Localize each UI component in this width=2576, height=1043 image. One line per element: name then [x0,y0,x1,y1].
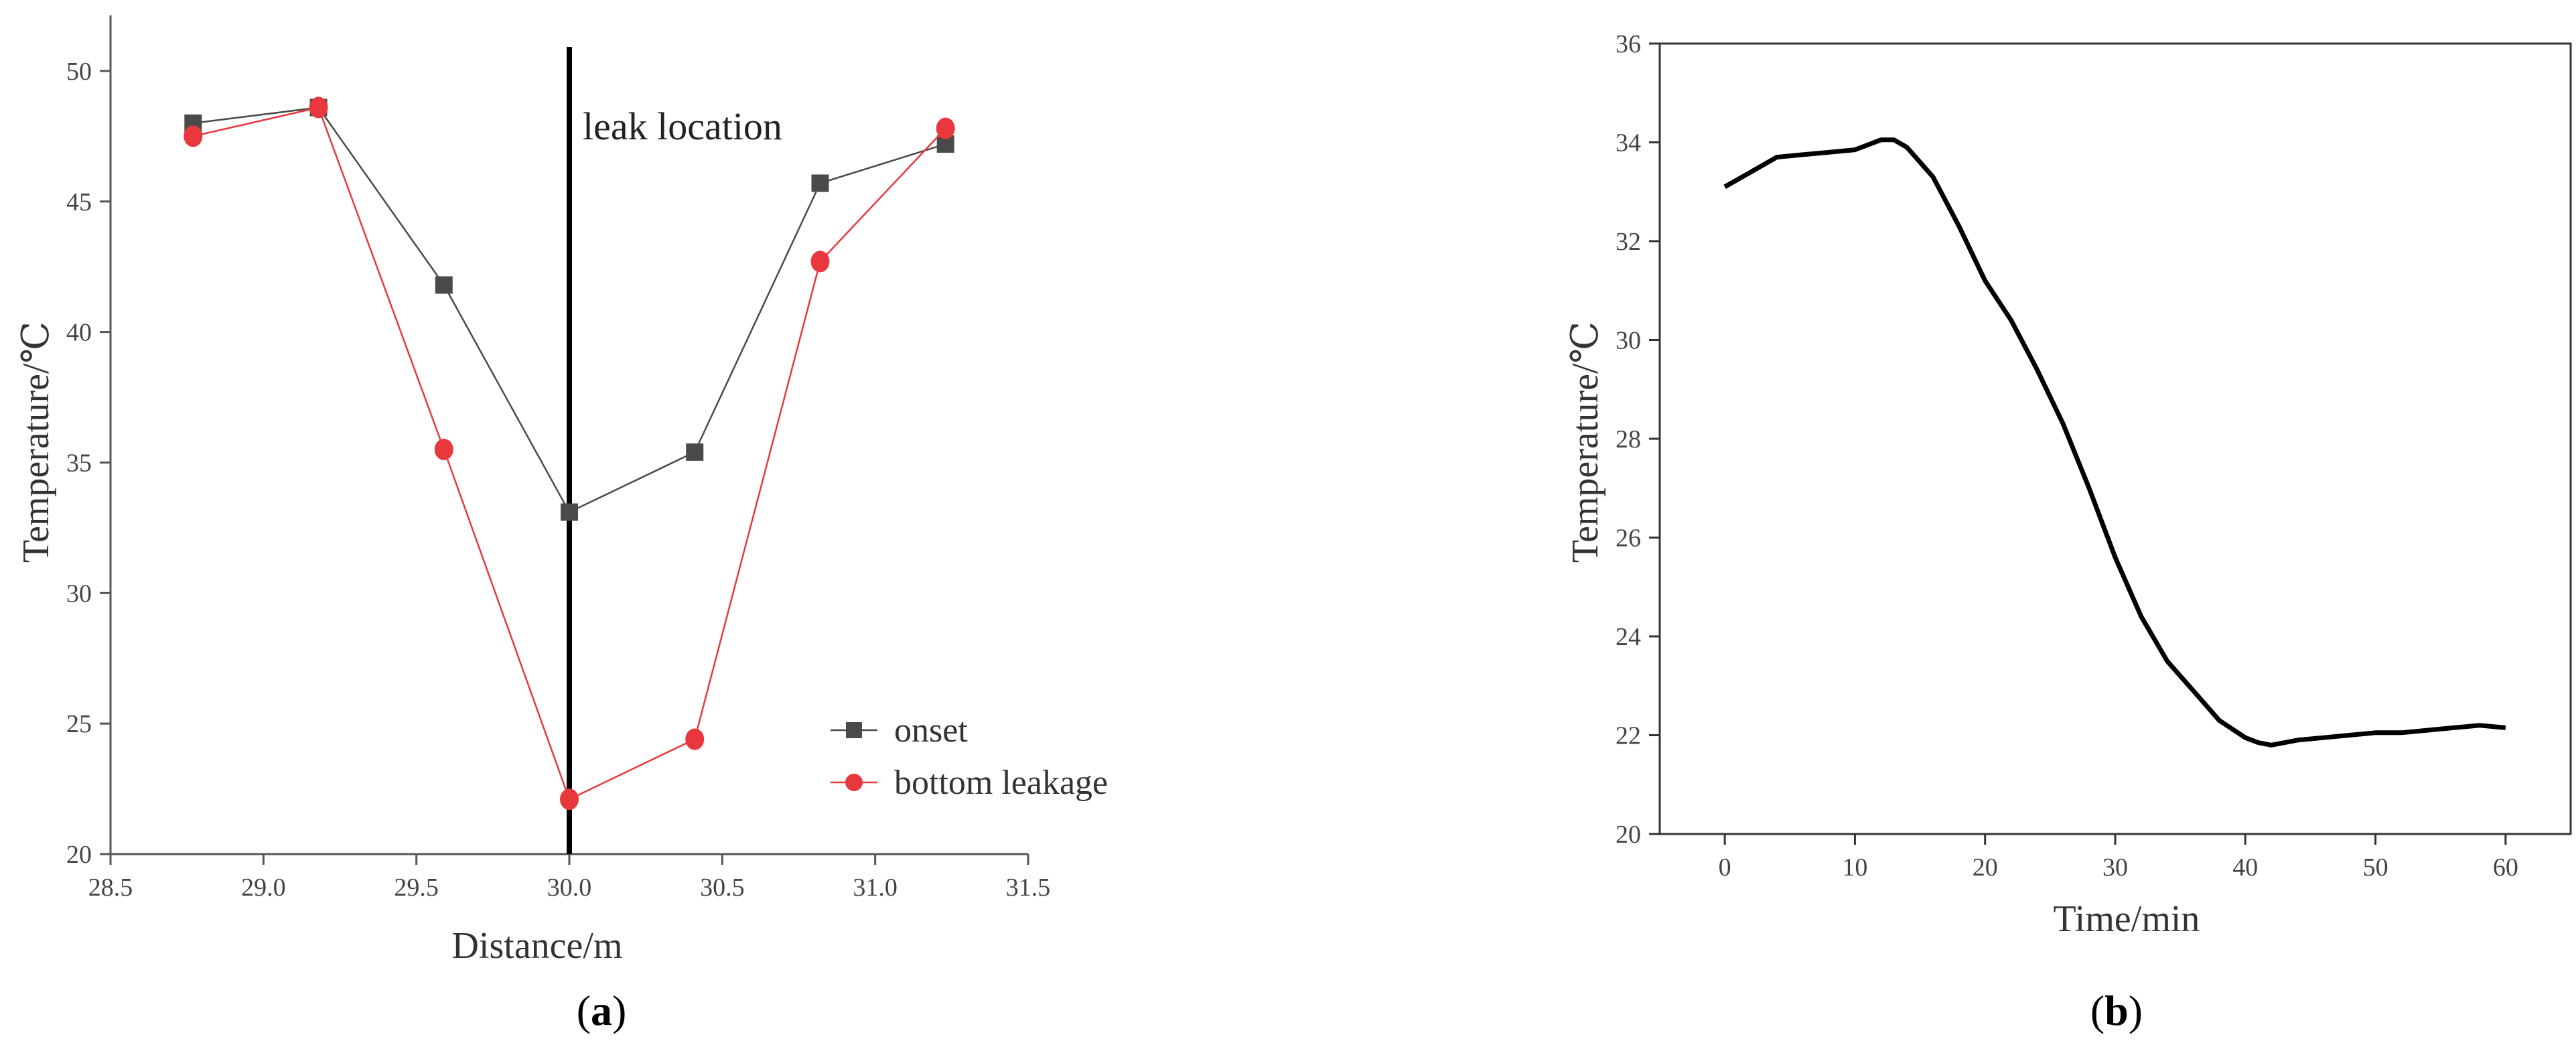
data-point-bottom-leakage [309,96,328,119]
x-tick-label: 50 [2363,853,2388,882]
x-tick-label: 31.0 [853,874,898,902]
y-tick-label: 30 [1616,327,1641,355]
series-line-temperature [1723,137,2506,748]
x-tick-label: 31.5 [1006,874,1051,902]
panel-a: 28.5 29.0 29.5 30.0 30.5 31.0 31.5 20 25 30 35 40 4… [15,15,1108,1034]
x-tick-label: 29.5 [394,874,439,902]
panel-a-x-ticks: 28.5 29.0 29.5 30.0 30.5 31.0 31.5 [88,854,1051,902]
panel-b-y-axis-title: Temperature/℃ [1565,322,1606,563]
panel-a-y-ticks: 20 25 30 35 40 45 50 [66,58,111,869]
data-point-onset [435,276,453,294]
x-tick-label: 0 [1719,853,1731,882]
y-tick-label: 40 [66,319,92,347]
data-point-bottom-leakage [936,117,955,139]
panel-a-legend: onset bottom leakage [831,711,1108,802]
x-tick-label: 30 [2102,853,2128,882]
y-tick-label: 35 [66,449,92,477]
data-point-onset [811,174,829,192]
leak-location-label: leak location [583,105,782,148]
y-tick-label: 50 [66,58,92,86]
y-tick-label: 22 [1616,722,1641,750]
panel-b-x-axis-title: Time/min [2054,898,2200,940]
x-tick-label: 30.5 [700,874,745,902]
legend-label: bottom leakage [894,764,1108,802]
y-tick-label: 24 [1616,623,1641,651]
panel-a-label: (a) [577,987,627,1034]
panel-a-annotation: leak location [567,47,782,854]
data-point-bottom-leakage [184,125,203,147]
y-tick-label: 32 [1616,228,1641,256]
y-tick-label: 45 [66,188,92,216]
panel-b-plot-frame [1658,42,2572,835]
y-tick-label: 26 [1616,525,1641,553]
x-tick-label: 30.0 [547,874,592,902]
panel-b-y-ticks: 20 22 24 26 28 30 32 34 36 [1616,30,1660,849]
panel-b-x-ticks: 0 10 20 30 40 50 60 [1719,834,2518,882]
panel-b-label: (b) [2090,987,2143,1034]
y-tick-label: 36 [1616,30,1641,58]
x-tick-label: 28.5 [88,874,133,902]
x-tick-label: 29.0 [241,874,286,902]
x-tick-label: 20 [1973,853,1998,882]
legend-marker-circle [845,774,863,791]
y-tick-label: 20 [66,841,92,869]
panel-a-y-axis-title: Temperature/℃ [15,322,57,563]
y-tick-label: 30 [66,579,92,608]
panel-b-axes [1658,42,2572,835]
y-tick-label: 34 [1616,129,1641,157]
panel-a-series [184,96,955,811]
y-tick-label: 25 [66,710,92,738]
y-tick-label: 20 [1616,821,1641,849]
y-tick-label: 28 [1616,425,1641,454]
legend-marker-square [846,722,862,738]
legend-label: onset [894,711,968,750]
x-tick-label: 10 [1842,853,1867,882]
data-point-onset [561,503,578,521]
data-point-bottom-leakage [560,788,579,811]
x-tick-label: 60 [2493,853,2518,882]
data-point-bottom-leakage [685,728,705,750]
data-point-onset [686,443,704,461]
panel-b: 0 10 20 30 40 50 60 20 22 24 26 28 30 32 34 36 Time/mi… [1565,30,2572,1034]
data-point-bottom-leakage [810,251,830,273]
panel-a-x-axis-title: Distance/m [451,925,622,967]
x-tick-label: 40 [2232,853,2258,882]
data-point-bottom-leakage [434,438,453,460]
panel-b-series [1723,137,2506,748]
